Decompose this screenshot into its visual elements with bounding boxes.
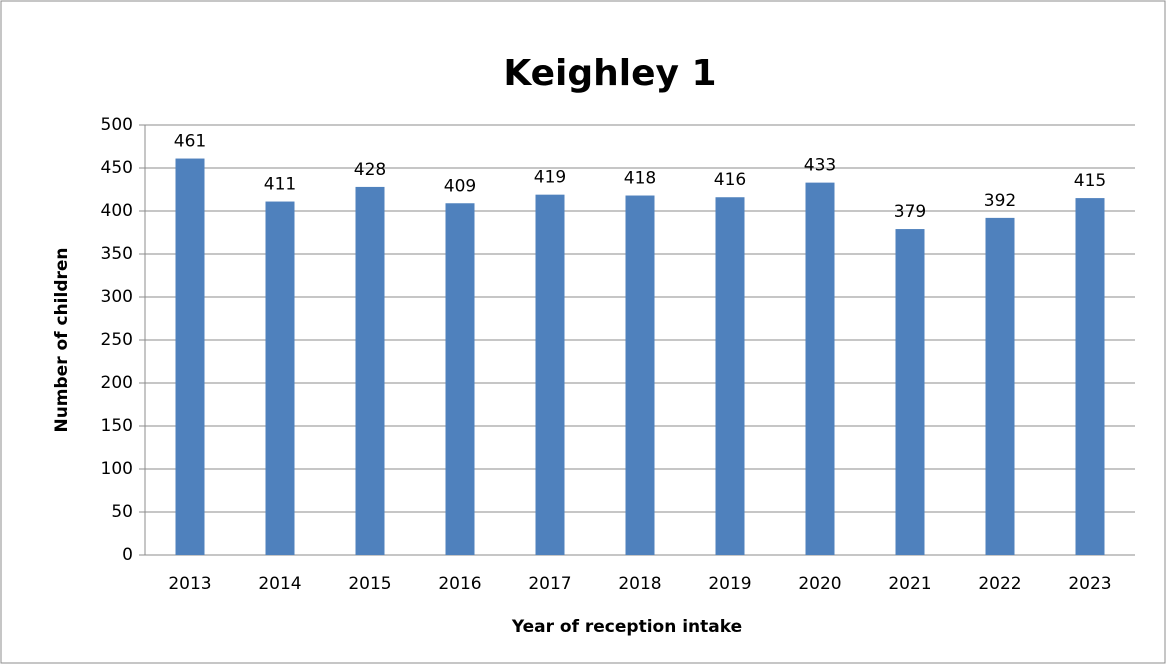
data-label: 392 [984,191,1016,211]
bar [715,197,745,556]
x-tick-label: 2015 [348,574,391,594]
bar [985,217,1015,555]
data-label: 411 [264,175,296,195]
x-tick-label: 2022 [978,574,1021,594]
y-tick-label: 350 [101,244,133,264]
bar [355,186,385,556]
y-tick-label: 100 [101,459,133,479]
y-tick-label: 450 [101,158,133,178]
bar [895,229,925,555]
bar [265,201,295,556]
x-tick-label: 2013 [168,574,211,594]
bar [175,158,205,556]
bar [805,182,835,555]
x-tick-label: 2016 [438,574,481,594]
y-tick-label: 50 [111,502,133,522]
x-tick-label: 2020 [798,574,841,594]
y-tick-label: 250 [101,330,133,350]
y-tick-label: 200 [101,373,133,393]
x-tick-label: 2017 [528,574,571,594]
x-tick-label: 2019 [708,574,751,594]
bar [1075,198,1105,555]
x-tick-label: 2023 [1068,574,1111,594]
data-label: 428 [354,160,386,180]
y-tick-label: 500 [101,115,133,135]
x-axis-label: Year of reception intake [511,617,742,637]
y-tick-label: 150 [101,416,133,436]
data-label: 419 [534,168,566,188]
y-axis-label: Number of children [52,247,72,432]
data-label: 415 [1074,171,1106,191]
y-tick-label: 300 [101,287,133,307]
data-label: 433 [804,156,836,176]
x-tick-label: 2014 [258,574,301,594]
data-label: 416 [714,170,746,190]
chart-title: Keighley 1 [503,53,716,94]
y-tick-label: 400 [101,201,133,221]
bar [445,203,475,555]
x-tick-label: 2018 [618,574,661,594]
data-label: 418 [624,169,656,189]
data-label: 409 [444,176,476,196]
data-label: 461 [174,132,206,152]
y-tick-label: 0 [122,545,133,565]
x-tick-label: 2021 [888,574,931,594]
bar [625,195,655,555]
bar [535,194,565,555]
data-label: 379 [894,202,926,222]
